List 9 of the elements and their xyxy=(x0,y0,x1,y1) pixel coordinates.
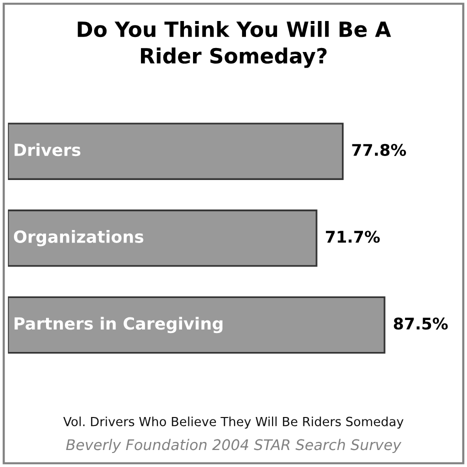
y-tick-label: Drivers xyxy=(14,143,80,156)
data-label: 71.7% xyxy=(326,230,380,243)
data-label: 77.8% xyxy=(352,144,406,156)
text: Vol. Drivers Who Believe They Will Be Riders Someday xyxy=(63,416,404,429)
text: Beverly Foundation 2004 STAR Search Survey xyxy=(66,438,402,454)
y-tick-label: Partners in Caregiving xyxy=(14,316,222,334)
data-label: 87.5% xyxy=(394,318,448,330)
chart-title: Do You Think You Will Be A Rider Someday? xyxy=(78,21,391,68)
y-tick-label: Organizations xyxy=(14,230,144,246)
